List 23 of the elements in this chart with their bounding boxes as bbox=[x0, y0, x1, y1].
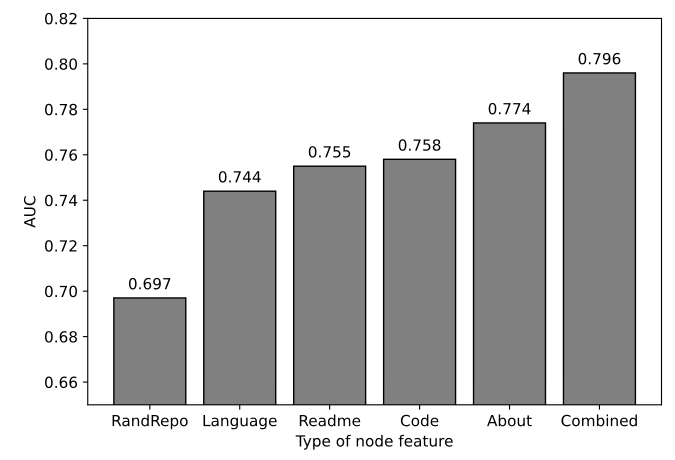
data-label: 0.774 bbox=[488, 102, 531, 114]
y-axis-title: AUC bbox=[24, 196, 36, 228]
y-tick-label: 0.72 bbox=[45, 240, 76, 252]
y-tick-label: 0.80 bbox=[45, 58, 78, 70]
x-axis-title: Type of node feature bbox=[296, 434, 453, 450]
data-label: 0.697 bbox=[128, 278, 170, 290]
data-label: 0.758 bbox=[398, 139, 440, 151]
y-tick-label: 0.82 bbox=[45, 12, 76, 24]
x-tick-label: Readme bbox=[300, 414, 360, 426]
data-label: 0.755 bbox=[308, 146, 350, 158]
y-tick-label: 0.78 bbox=[45, 104, 77, 116]
x-tick-label: Language bbox=[204, 414, 277, 430]
x-tick-label: Combined bbox=[561, 414, 637, 426]
x-tick-label: RandRepo bbox=[112, 414, 188, 430]
y-tick-label: 0.76 bbox=[45, 149, 78, 161]
y-tick-label: 0.70 bbox=[45, 286, 78, 298]
data-label: 0.796 bbox=[578, 52, 620, 64]
y-tick-label: 0.74 bbox=[45, 194, 78, 206]
x-tick-label: About bbox=[487, 414, 532, 426]
x-tick-label: Code bbox=[400, 414, 438, 426]
y-tick-label: 0.68 bbox=[45, 331, 77, 343]
y-tick-label: 0.66 bbox=[45, 376, 78, 388]
data-label: 0.744 bbox=[218, 171, 261, 183]
